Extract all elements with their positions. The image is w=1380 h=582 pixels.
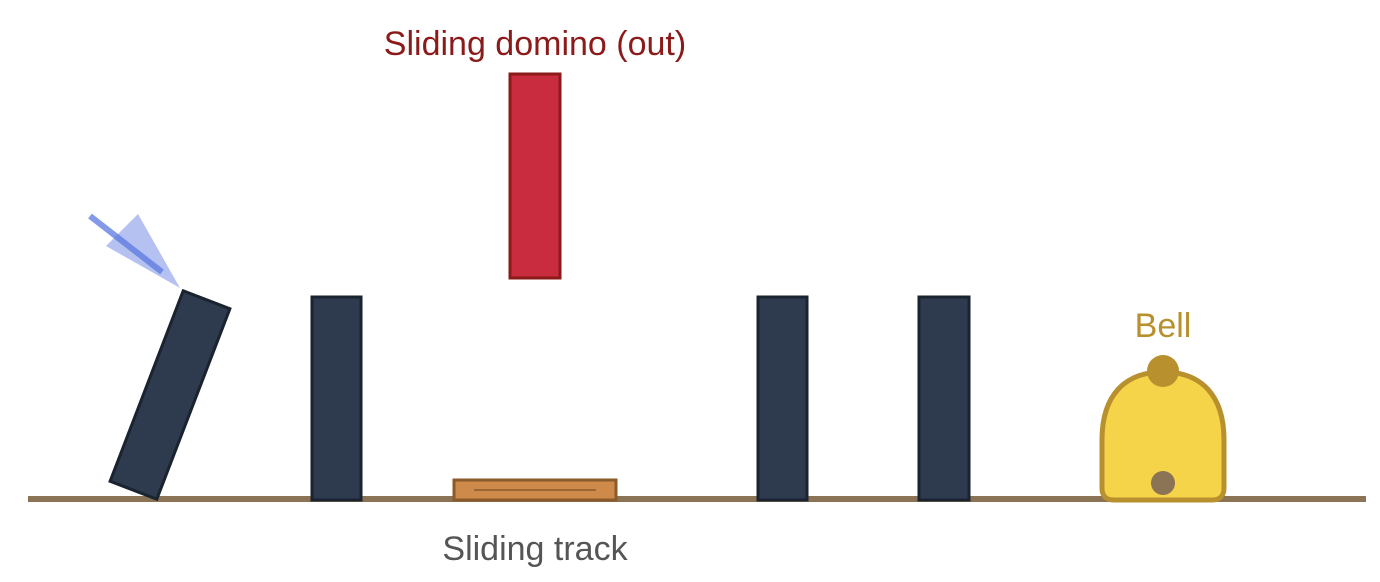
domino-standing [310, 295, 363, 502]
domino-standing [917, 295, 971, 502]
sliding-domino-label: Sliding domino (out) [384, 25, 686, 63]
sliding-track-label: Sliding track [442, 530, 628, 568]
bell-top-knob [1147, 355, 1179, 387]
domino-tipping [108, 288, 232, 502]
push-arrow-icon [88, 213, 180, 288]
bell-icon [1099, 355, 1227, 503]
sliding-track [452, 478, 618, 502]
domino-standing [756, 295, 809, 502]
bell-label: Bell [1135, 307, 1192, 345]
bell-clapper [1151, 471, 1175, 495]
sliding-domino [508, 72, 562, 280]
